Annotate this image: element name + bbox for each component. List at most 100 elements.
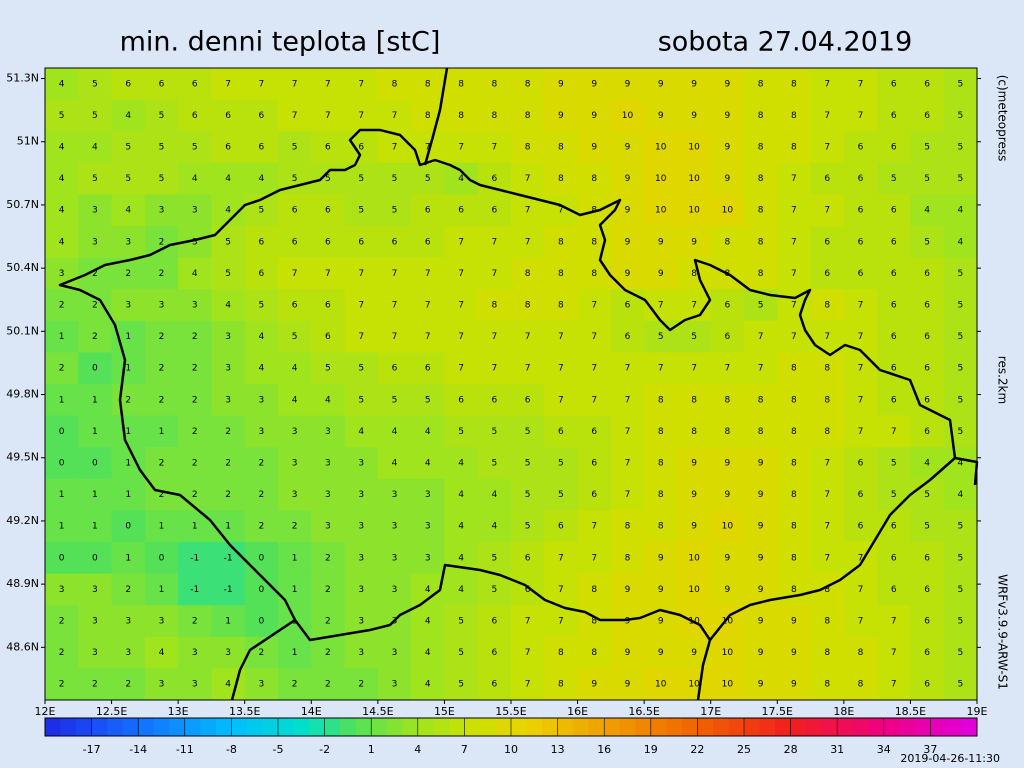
grid-cell — [744, 415, 778, 448]
grid-value: 6 — [425, 206, 431, 216]
grid-value: 6 — [392, 364, 398, 374]
grid-value: 2 — [358, 680, 364, 690]
grid-value: 7 — [491, 332, 497, 342]
x-tick-label: 14.5E — [362, 705, 393, 718]
grid-cell — [211, 289, 246, 322]
grid-value: 6 — [924, 585, 930, 595]
x-tick-label: 19E — [967, 705, 988, 718]
grid-value: 3 — [192, 206, 198, 216]
colorbar-swatch — [526, 718, 543, 736]
grid-cell — [411, 226, 445, 259]
grid-cell — [677, 99, 712, 132]
grid-cell — [411, 384, 445, 417]
colorbar-swatch — [262, 718, 279, 736]
grid-cell — [677, 447, 712, 480]
grid-value: 8 — [758, 269, 764, 279]
grid-value: 5 — [392, 206, 398, 216]
grid-cell — [344, 194, 379, 227]
grid-cell — [544, 384, 579, 417]
grid-value: 1 — [292, 585, 298, 595]
grid-value: 6 — [591, 427, 597, 437]
x-tick-label: 18.5E — [895, 705, 926, 718]
grid-cell — [45, 510, 79, 543]
grid-cell — [843, 194, 878, 227]
grid-value: 9 — [558, 111, 564, 121]
x-tick-label: 18E — [833, 705, 854, 718]
grid-cell — [344, 99, 379, 132]
grid-cell — [311, 542, 346, 575]
grid-value: 5 — [891, 459, 897, 469]
grid-cell — [144, 99, 179, 132]
colorbar-swatch — [200, 718, 217, 736]
grid-value: 4 — [491, 490, 497, 500]
grid-cell — [910, 257, 945, 290]
grid-value: 9 — [791, 648, 797, 658]
grid-value: 2 — [225, 490, 231, 500]
grid-value: 8 — [791, 364, 797, 374]
grid-value: 7 — [525, 237, 531, 247]
grid-cell — [943, 68, 978, 101]
grid-value: 8 — [392, 79, 398, 89]
grid-cell — [111, 131, 146, 164]
colorbar-swatch — [386, 718, 403, 736]
grid-cell — [78, 131, 113, 164]
grid-value: 7 — [625, 364, 631, 374]
grid-cell — [877, 573, 911, 606]
grid-cell — [244, 384, 279, 417]
grid-value: 3 — [225, 364, 231, 374]
grid-value: 2 — [59, 680, 65, 690]
grid-value: 0 — [92, 553, 98, 563]
grid-value: 8 — [858, 648, 864, 658]
grid-cell — [144, 194, 179, 227]
grid-value: 6 — [724, 301, 730, 311]
grid-value: 7 — [558, 206, 564, 216]
grid-value: 5 — [159, 143, 165, 153]
grid-value: 8 — [525, 111, 531, 121]
grid-value: 4 — [957, 459, 963, 469]
grid-cell — [244, 162, 279, 195]
grid-value: 6 — [425, 364, 431, 374]
grid-value: 2 — [159, 332, 165, 342]
grid-value: 5 — [957, 553, 963, 563]
grid-value: 4 — [458, 522, 464, 532]
grid-cell — [111, 352, 146, 385]
grid-cell — [144, 573, 179, 606]
grid-cell — [244, 573, 279, 606]
grid-value: 6 — [325, 332, 331, 342]
grid-value: 4 — [425, 617, 431, 627]
grid-value: 1 — [292, 648, 298, 658]
grid-value: 8 — [658, 490, 664, 500]
grid-value: 3 — [358, 522, 364, 532]
grid-cell — [211, 99, 246, 132]
grid-cell — [144, 668, 179, 701]
colorbar-label: -5 — [273, 743, 284, 756]
grid-value: 7 — [358, 111, 364, 121]
grid-value: 4 — [225, 206, 231, 216]
grid-value: 4 — [392, 427, 398, 437]
grid-value: 1 — [125, 553, 131, 563]
grid-value: 7 — [525, 174, 531, 184]
grid-value: 2 — [159, 395, 165, 405]
colorbar-swatch — [511, 718, 528, 736]
grid-cell — [511, 131, 545, 164]
grid-cell — [877, 68, 911, 101]
grid-value: 7 — [858, 79, 864, 89]
grid-cell — [45, 478, 79, 511]
grid-value: 8 — [791, 111, 797, 121]
grid-cell — [111, 162, 146, 195]
grid-cell — [843, 99, 878, 132]
grid-cell — [477, 226, 512, 259]
grid-value: 2 — [159, 459, 165, 469]
grid-cell — [744, 194, 778, 227]
grid-value: 5 — [458, 680, 464, 690]
grid-value: 9 — [691, 237, 697, 247]
grid-value: 6 — [891, 364, 897, 374]
grid-cell — [377, 226, 412, 259]
grid-value: 5 — [957, 79, 963, 89]
grid-value: 3 — [125, 648, 131, 658]
grid-cell — [45, 194, 79, 227]
grid-value: 9 — [625, 143, 631, 153]
grid-value: 8 — [791, 79, 797, 89]
grid-value: 6 — [159, 79, 165, 89]
grid-value: 6 — [824, 269, 830, 279]
